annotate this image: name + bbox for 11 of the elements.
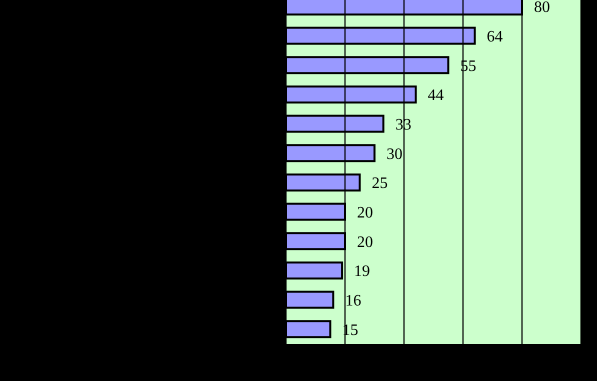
bar xyxy=(286,290,334,309)
data-label: 20 xyxy=(357,204,373,222)
bar xyxy=(286,320,332,338)
data-label: 64 xyxy=(486,28,503,46)
data-label: 16 xyxy=(345,292,362,310)
data-label: 20 xyxy=(357,234,373,251)
data-label: 80 xyxy=(534,0,550,16)
data-label: 25 xyxy=(372,175,388,192)
data-label: 19 xyxy=(354,263,370,280)
data-label: 44 xyxy=(428,87,444,104)
data-label: 30 xyxy=(386,146,402,163)
